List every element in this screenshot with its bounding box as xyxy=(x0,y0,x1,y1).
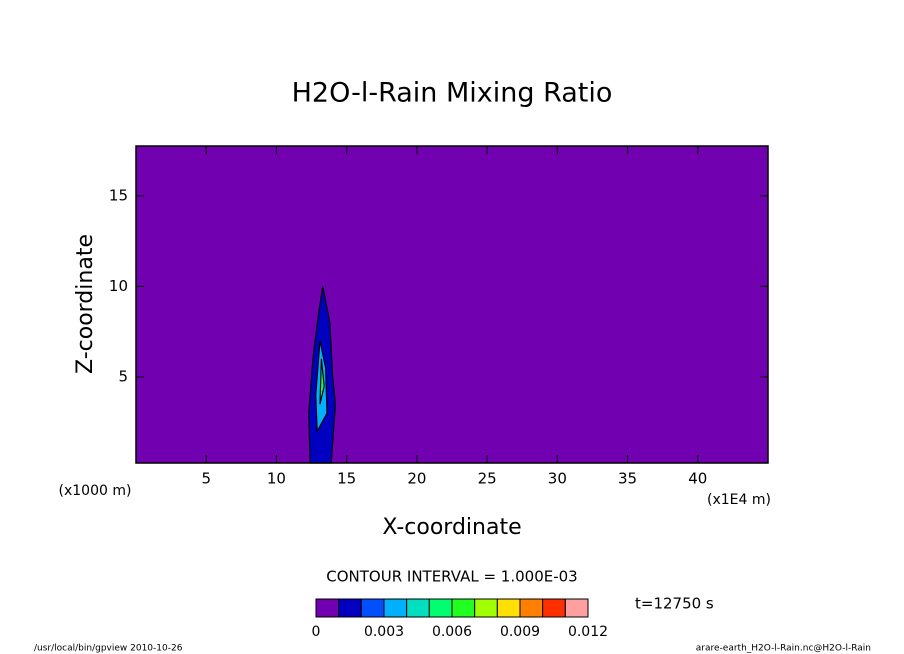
contour-interval: CONTOUR INTERVAL = 1.000E-03 xyxy=(326,568,577,586)
x-tick-label: 20 xyxy=(407,470,426,488)
colorbar-tick-label: 0 xyxy=(312,624,321,640)
x-unit: (x1E4 m) xyxy=(707,492,771,508)
colorbar-cell xyxy=(315,598,340,618)
colorbar-cell xyxy=(406,598,430,618)
time-label: t=12750 s xyxy=(635,595,714,613)
colorbar-cell xyxy=(383,598,408,618)
y-unit: (x1000 m) xyxy=(59,483,132,499)
colorbar-cell xyxy=(451,598,476,618)
colorbar-cell xyxy=(338,598,362,618)
colorbar-tick-label: 0.003 xyxy=(364,624,404,640)
contour-region xyxy=(319,358,325,405)
y-tick-label: 15 xyxy=(109,186,128,204)
x-tick-label: 35 xyxy=(618,470,637,488)
x-axis-label: X-coordinate xyxy=(382,515,521,540)
footer-right: arare-earth_H2O-l-Rain.nc@H2O-l-Rain xyxy=(696,644,871,654)
colorbar-cell xyxy=(564,598,589,618)
colorbar-cell xyxy=(519,598,544,618)
colorbar-tick-label: 0.012 xyxy=(568,624,608,640)
colorbar-tick-label: 0.006 xyxy=(432,624,472,640)
plot-frame xyxy=(135,145,769,464)
colorbar-tick-label: 0.009 xyxy=(500,624,540,640)
colorbar-cell xyxy=(542,598,566,618)
x-tick-label: 25 xyxy=(478,470,497,488)
y-tick-label: 10 xyxy=(109,277,128,295)
chart-title: H2O-l-Rain Mixing Ratio xyxy=(292,78,613,109)
x-tick-label: 30 xyxy=(548,470,567,488)
colorbar-cell xyxy=(428,598,453,618)
x-tick-label: 10 xyxy=(267,470,286,488)
contour-background xyxy=(136,146,768,463)
colorbar-cell xyxy=(496,598,521,618)
x-tick-label: 5 xyxy=(201,470,211,488)
y-axis-label: Z-coordinate xyxy=(73,234,98,374)
colorbar-cell xyxy=(360,598,385,618)
x-tick-label: 15 xyxy=(337,470,356,488)
colorbar-cell xyxy=(474,598,498,618)
x-tick-label: 40 xyxy=(688,470,707,488)
footer-left: /usr/local/bin/gpview 2010-10-26 xyxy=(34,644,183,654)
y-tick-label: 5 xyxy=(118,367,128,385)
